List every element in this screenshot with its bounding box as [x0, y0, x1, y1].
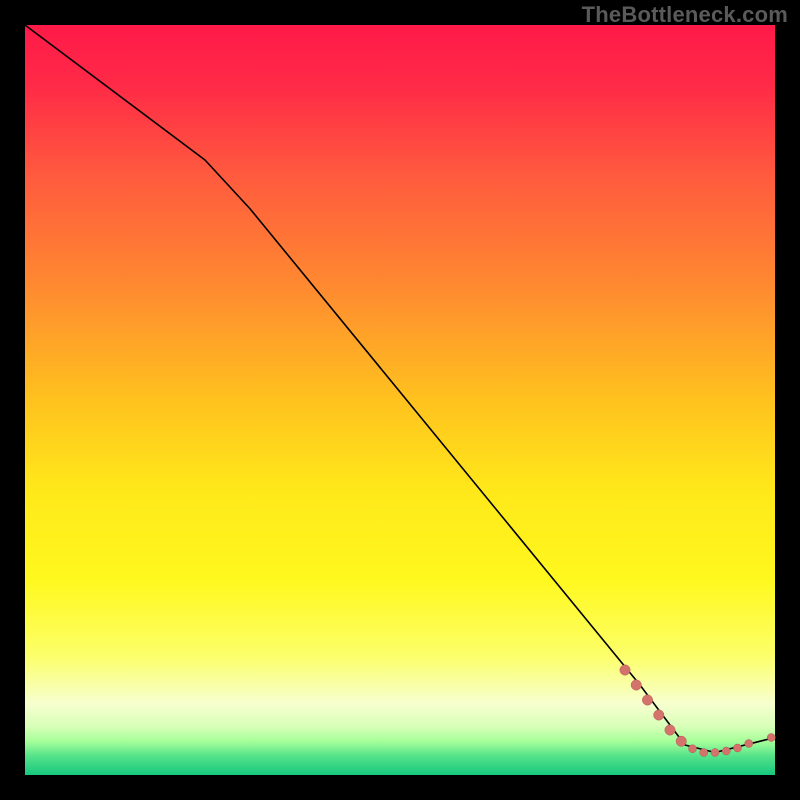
data-marker	[642, 695, 652, 705]
plot-background	[25, 25, 775, 775]
data-marker	[722, 747, 730, 755]
data-marker	[665, 725, 675, 735]
data-marker	[700, 749, 708, 757]
watermark-label: TheBottleneck.com	[582, 2, 788, 28]
data-marker	[767, 734, 775, 742]
data-marker	[734, 744, 742, 752]
data-marker	[631, 680, 641, 690]
data-marker	[676, 736, 686, 746]
data-marker	[620, 665, 630, 675]
data-marker	[711, 749, 719, 757]
data-marker	[689, 745, 697, 753]
bottleneck-chart	[0, 0, 800, 800]
data-marker	[654, 710, 664, 720]
data-marker	[745, 740, 753, 748]
